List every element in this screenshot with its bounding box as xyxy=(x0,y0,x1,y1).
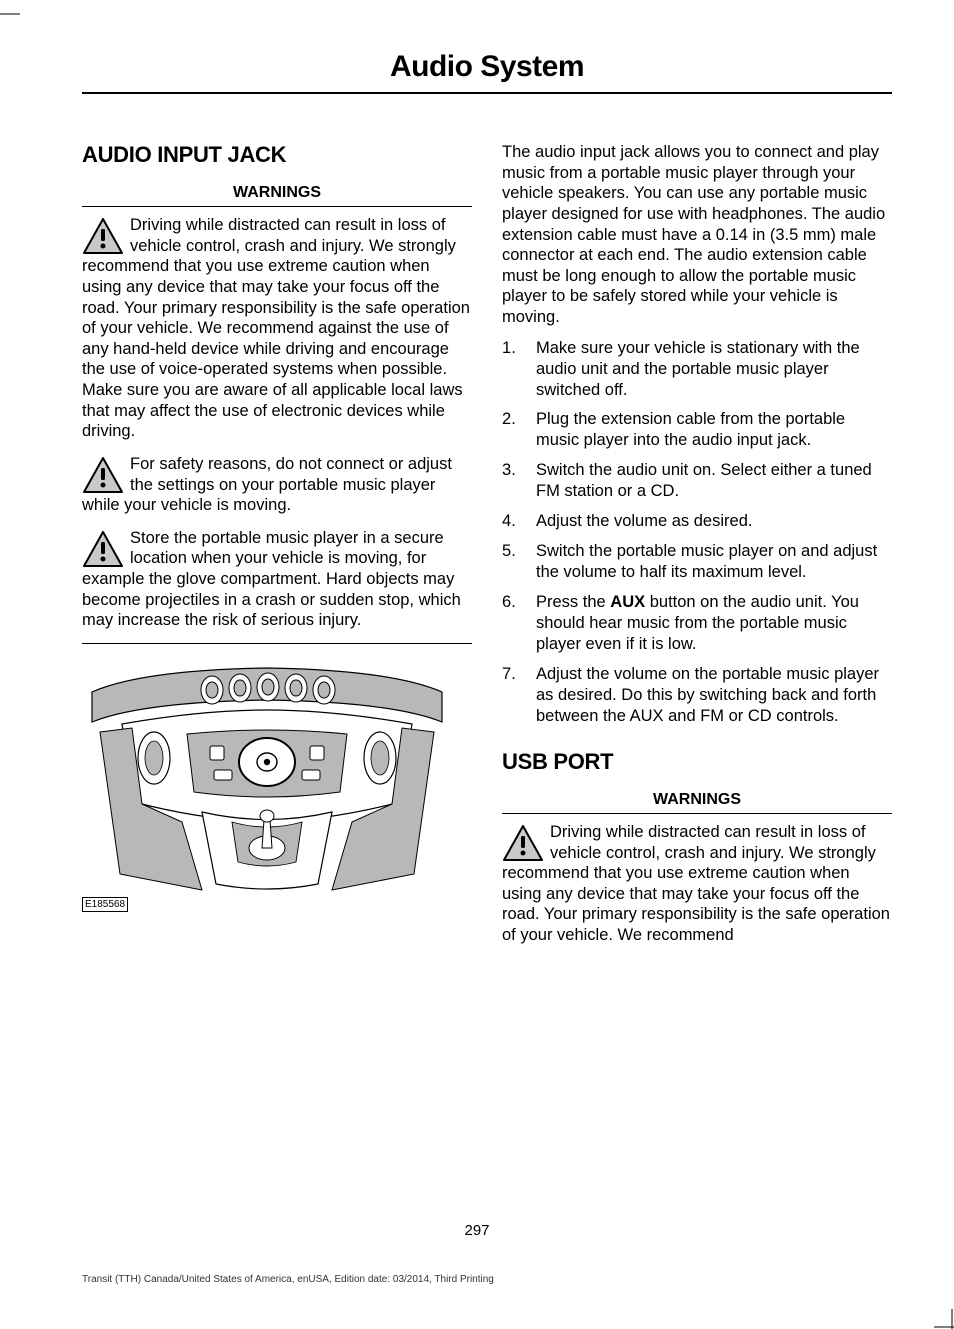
section-heading-audio-input: AUDIO INPUT JACK xyxy=(82,142,472,168)
warnings-divider xyxy=(82,643,472,644)
intro-paragraph: The audio input jack allows you to conne… xyxy=(502,142,892,328)
right-column: The audio input jack allows you to conne… xyxy=(502,142,892,958)
list-item: Switch the portable music player on and … xyxy=(502,541,892,583)
warnings-label: WARNINGS xyxy=(502,791,892,814)
content-columns: AUDIO INPUT JACK WARNINGS Driving while … xyxy=(82,142,892,958)
warning-item: Driving while distracted can result in l… xyxy=(82,215,472,442)
left-column: AUDIO INPUT JACK WARNINGS Driving while … xyxy=(82,142,472,958)
warning-triangle-icon xyxy=(82,456,124,494)
list-item: Make sure your vehicle is stationary wit… xyxy=(502,338,892,401)
list-item: Press the AUX button on the audio unit. … xyxy=(502,592,892,655)
steps-list: Make sure your vehicle is stationary wit… xyxy=(502,338,892,727)
warning-text: For safety reasons, do not connect or ad… xyxy=(82,455,452,514)
warnings-label: WARNINGS xyxy=(82,184,472,207)
warning-item: Driving while distracted can result in l… xyxy=(502,822,892,946)
warning-triangle-icon xyxy=(502,824,544,862)
warning-triangle-icon xyxy=(82,530,124,568)
figure: E185568 xyxy=(82,662,472,912)
crop-mark-icon xyxy=(0,0,30,30)
warning-item: For safety reasons, do not connect or ad… xyxy=(82,454,472,516)
warning-text: Driving while distracted can result in l… xyxy=(82,216,470,440)
warning-text: Store the portable music player in a sec… xyxy=(82,529,461,630)
list-item: Adjust the volume as desired. xyxy=(502,511,892,532)
dashboard-illustration xyxy=(82,662,452,894)
footer-text: Transit (TTH) Canada/United States of Am… xyxy=(82,1274,494,1285)
figure-caption: E185568 xyxy=(82,897,128,912)
list-item: Adjust the volume on the portable music … xyxy=(502,664,892,727)
warning-text: Driving while distracted can result in l… xyxy=(502,823,890,944)
page-title: Audio System xyxy=(82,50,892,94)
warning-triangle-icon xyxy=(82,217,124,255)
crop-mark-icon xyxy=(924,1299,954,1329)
list-item: Plug the extension cable from the portab… xyxy=(502,409,892,451)
page-number: 297 xyxy=(0,1222,954,1239)
list-item: Switch the audio unit on. Select either … xyxy=(502,460,892,502)
section-heading-usb-port: USB PORT xyxy=(502,749,892,775)
warning-item: Store the portable music player in a sec… xyxy=(82,528,472,631)
